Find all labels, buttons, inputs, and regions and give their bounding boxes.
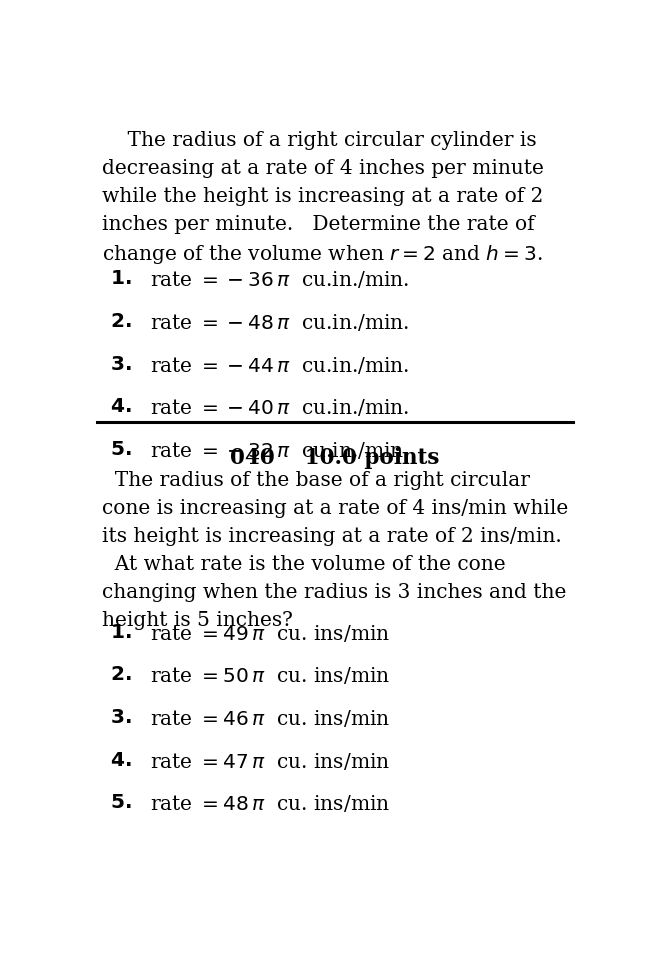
Text: rate $= -48\,\pi$  cu.in./min.: rate $= -48\,\pi$ cu.in./min. <box>150 312 409 333</box>
Text: $\mathbf{1.}$: $\mathbf{1.}$ <box>110 622 131 641</box>
Text: 040    10.0 points: 040 10.0 points <box>230 447 440 469</box>
Text: rate $= 46\,\pi$  cu. ins/min: rate $= 46\,\pi$ cu. ins/min <box>150 708 390 729</box>
Text: $\mathbf{2.}$: $\mathbf{2.}$ <box>110 665 131 684</box>
Text: rate $= 47\,\pi$  cu. ins/min: rate $= 47\,\pi$ cu. ins/min <box>150 750 390 771</box>
Text: The radius of a right circular cylinder is: The radius of a right circular cylinder … <box>102 131 537 150</box>
Text: height is 5 inches?: height is 5 inches? <box>102 611 293 630</box>
Text: $\mathbf{2.}$: $\mathbf{2.}$ <box>110 312 131 331</box>
Text: rate $= -40\,\pi$  cu.in./min.: rate $= -40\,\pi$ cu.in./min. <box>150 398 409 419</box>
Text: $\mathbf{1.}$: $\mathbf{1.}$ <box>110 270 131 289</box>
Text: At what rate is the volume of the cone: At what rate is the volume of the cone <box>102 554 506 574</box>
Text: $\mathbf{3.}$: $\mathbf{3.}$ <box>110 708 131 727</box>
Text: rate $= -32\,\pi$  cu.in./min.: rate $= -32\,\pi$ cu.in./min. <box>150 440 409 461</box>
Text: change of the volume when $r = 2$ and $h = 3$.: change of the volume when $r = 2$ and $h… <box>102 243 543 266</box>
Text: cone is increasing at a rate of 4 ins/min while: cone is increasing at a rate of 4 ins/mi… <box>102 499 568 518</box>
Text: $\mathbf{4.}$: $\mathbf{4.}$ <box>110 750 131 770</box>
Text: its height is increasing at a rate of 2 ins/min.: its height is increasing at a rate of 2 … <box>102 527 562 546</box>
Text: $\mathbf{3.}$: $\mathbf{3.}$ <box>110 355 131 374</box>
Text: rate $= -36\,\pi$  cu.in./min.: rate $= -36\,\pi$ cu.in./min. <box>150 270 409 291</box>
Text: changing when the radius is 3 inches and the: changing when the radius is 3 inches and… <box>102 583 566 602</box>
Text: rate $= 49\,\pi$  cu. ins/min: rate $= 49\,\pi$ cu. ins/min <box>150 622 390 643</box>
Text: decreasing at a rate of 4 inches per minute: decreasing at a rate of 4 inches per min… <box>102 159 544 178</box>
Text: while the height is increasing at a rate of 2: while the height is increasing at a rate… <box>102 186 543 206</box>
Text: rate $= 48\,\pi$  cu. ins/min: rate $= 48\,\pi$ cu. ins/min <box>150 793 390 815</box>
Text: $\mathbf{5.}$: $\mathbf{5.}$ <box>110 793 131 813</box>
Text: $\mathbf{5.}$: $\mathbf{5.}$ <box>110 440 131 459</box>
Text: inches per minute.   Determine the rate of: inches per minute. Determine the rate of <box>102 215 535 234</box>
Text: rate $= -44\,\pi$  cu.in./min.: rate $= -44\,\pi$ cu.in./min. <box>150 355 409 376</box>
Text: rate $= 50\,\pi$  cu. ins/min: rate $= 50\,\pi$ cu. ins/min <box>150 665 390 686</box>
Text: $\mathbf{4.}$: $\mathbf{4.}$ <box>110 398 131 417</box>
Text: The radius of the base of a right circular: The radius of the base of a right circul… <box>102 471 530 490</box>
